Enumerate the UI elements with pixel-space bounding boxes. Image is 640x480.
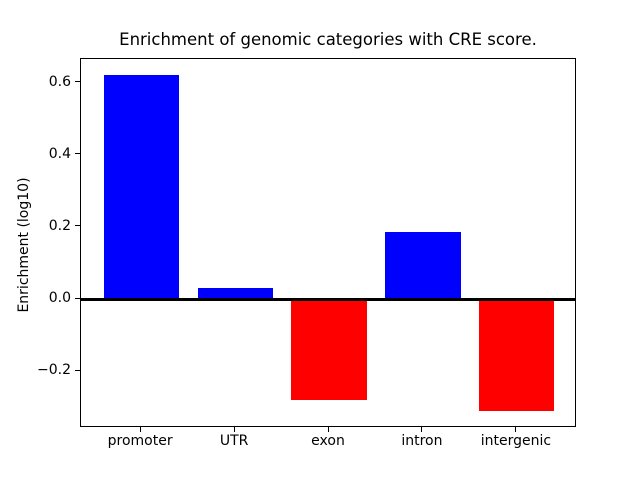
x-tick-mark — [421, 427, 423, 432]
x-tick-label: intergenic — [480, 433, 552, 449]
y-tick-label: 0.0 — [48, 290, 71, 307]
y-tick-label: 0.2 — [48, 217, 71, 234]
x-tick-mark — [327, 427, 329, 432]
x-tick-label: promoter — [107, 433, 173, 449]
y-tick-label: 0.4 — [48, 145, 71, 162]
y-tick-label: 0.6 — [48, 73, 71, 90]
x-tick-mark — [233, 427, 235, 432]
y-tick-mark — [75, 81, 80, 82]
y-tick-mark — [75, 369, 80, 371]
x-tick-label: intron — [401, 433, 443, 449]
x-tick-mark — [139, 427, 141, 432]
y-tick-mark — [75, 297, 80, 299]
plot-area — [80, 58, 576, 427]
x-tick-label: UTR — [219, 433, 249, 449]
bar-intergenic — [479, 299, 555, 411]
y-tick-label: −0.2 — [37, 362, 71, 379]
x-tick-label: exon — [311, 433, 345, 449]
x-tick-mark — [515, 427, 517, 432]
bar-promoter — [103, 75, 179, 300]
bar-UTR — [197, 288, 273, 300]
bar-intron — [385, 232, 461, 300]
y-tick-mark — [75, 225, 80, 227]
chart-title: Enrichment of genomic categories with CR… — [119, 30, 537, 49]
zero-line — [81, 297, 575, 301]
bar-exon — [291, 299, 367, 401]
y-tick-mark — [75, 153, 80, 155]
